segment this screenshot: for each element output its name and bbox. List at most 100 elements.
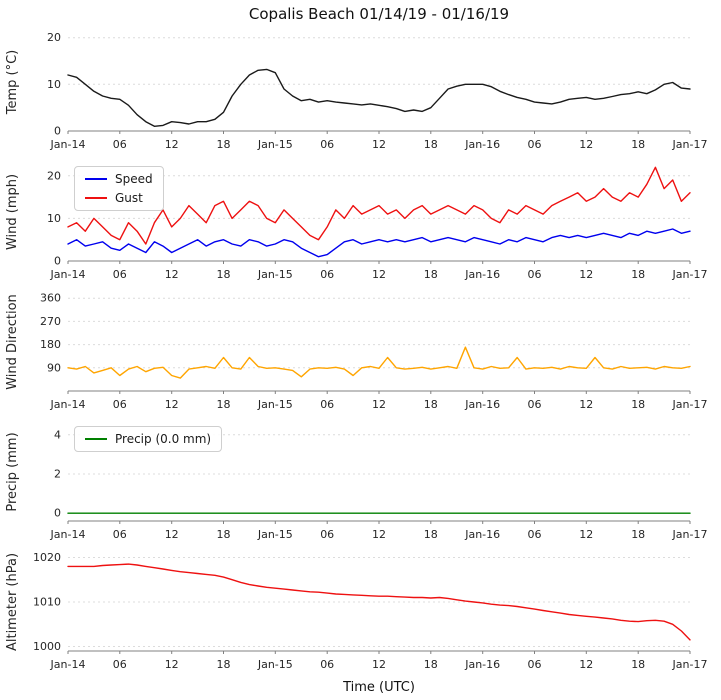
y-tick-label: 180 [40,338,61,351]
x-tick-label: 12 [579,268,593,281]
x-tick-label: 18 [424,398,438,411]
y-axis-label: Precip (mm) [5,432,20,511]
wind-direction-plot: 90 180 270 360 Jan-14 06 12 18 Jan-15 06 12 18 Jan-1… [5,292,708,411]
temp-line [67,68,691,128]
legend-label-precip: Precip (0.0 mm) [115,432,212,446]
x-tick-label: Jan-17 [672,528,708,541]
wind-plot: 0 10 20 Jan-14 06 12 18 Jan-15 06 12 18 Jan-16 06 12 1… [5,166,707,281]
x-tick-label: Jan-15 [257,398,293,411]
x-tick-label: 06 [113,528,127,541]
legend-item-speed: Speed [85,172,153,186]
y-tick-label: 20 [47,169,61,182]
altimeter-plot: 1000 1010 1020 Jan-14 06 12 18 Jan-15 06 12 18 Jan-… [5,551,708,671]
speed-line [67,228,691,258]
x-tick-label: 12 [165,528,179,541]
x-tick-label: 12 [579,138,593,151]
legend-item-gust: Gust [85,191,153,205]
chart-row-altimeter: 1000 1010 1020 Jan-14 06 12 18 Jan-15 06 12 18 Jan-… [0,548,721,678]
chart-row-wind: 0 10 20 Jan-14 06 12 18 Jan-15 06 12 18 Jan-16 06 12 1… [0,158,721,288]
x-tick-label: 18 [217,658,231,671]
x-tick-label: Jan-16 [464,398,500,411]
x-tick-label: 12 [372,398,386,411]
y-tick-label: 0 [54,125,61,138]
y-tick-label: 90 [47,361,61,374]
y-axis-label: Altimeter (hPa) [5,553,20,651]
x-axis-title: Time (UTC) [343,680,415,695]
y-axis-label: Temp (°C) [5,50,20,116]
x-tick-label: 18 [217,138,231,151]
y-axis-label: Wind Direction [5,294,20,390]
x-tick-label: 18 [631,398,645,411]
y-tick-label: 10 [47,212,61,225]
y-tick-label: 270 [40,315,61,328]
x-tick-label: Jan-16 [464,528,500,541]
y-tick-label: 0 [54,255,61,268]
x-tick-label: Jan-15 [257,528,293,541]
x-tick-label: Jan-16 [464,658,500,671]
x-tick-label: Jan-17 [672,398,708,411]
x-tick-label: 12 [372,658,386,671]
x-tick-label: 18 [631,268,645,281]
x-tick-label: Jan-14 [50,398,86,411]
x-tick-label: 18 [631,658,645,671]
x-tick-label: 12 [165,268,179,281]
x-tick-label: 12 [165,138,179,151]
x-tick-label: 12 [579,528,593,541]
x-tick-label: 18 [631,138,645,151]
x-tick-label: 12 [372,138,386,151]
precip-legend: Precip (0.0 mm) [74,426,223,452]
x-tick-label: Jan-14 [50,658,86,671]
x-tick-label: Jan-15 [257,268,293,281]
x-tick-label: 12 [372,268,386,281]
x-tick-label: 18 [217,268,231,281]
x-tick-label: 06 [528,658,542,671]
x-tick-label: Jan-14 [50,268,86,281]
x-tick-label: 06 [320,528,334,541]
y-tick-label: 2 [54,468,61,481]
x-tick-label: Jan-15 [257,138,293,151]
y-tick-label: 4 [54,428,61,441]
x-tick-label: 06 [320,398,334,411]
x-tick-label: 12 [579,398,593,411]
y-tick-label: 1000 [33,640,61,653]
chart-row-temperature: 0 10 20 Jan-14 06 12 18 Jan-15 06 12 18 Jan-16 06 12 1… [0,28,721,158]
y-tick-label: 1020 [33,551,61,564]
x-tick-label: 12 [372,528,386,541]
x-tick-label: Jan-14 [50,138,86,151]
x-tick-label: 12 [579,658,593,671]
y-axis-label: Wind (mph) [5,174,20,250]
x-tick-label: Jan-16 [464,268,500,281]
x-tick-label: 18 [424,658,438,671]
x-tick-label: 18 [217,528,231,541]
x-tick-label: Jan-16 [464,138,500,151]
x-tick-label: 18 [631,528,645,541]
x-tick-label: Jan-17 [672,658,708,671]
x-tick-label: 06 [320,658,334,671]
wind-legend: Speed Gust [74,166,164,211]
speed-line-swatch [85,178,107,180]
x-tick-label: 06 [320,138,334,151]
x-tick-label: 06 [320,268,334,281]
chart-title: Copalis Beach 01/14/19 - 01/16/19 [248,5,510,23]
legend-item-precip: Precip (0.0 mm) [85,432,211,446]
gust-line-swatch [85,197,107,199]
x-tick-label: 06 [113,658,127,671]
x-tick-label: 06 [113,268,127,281]
x-tick-label: 06 [528,528,542,541]
y-tick-label: 1010 [33,596,61,609]
chart-row-wind-direction: 90 180 270 360 Jan-14 06 12 18 Jan-15 06 12 18 Jan-1… [0,288,721,418]
x-tick-label: Jan-17 [672,138,708,151]
x-tick-label: 12 [165,658,179,671]
precip-line-swatch [85,438,107,440]
direction-line [67,346,691,379]
gust-line [67,166,691,245]
x-tick-label: 06 [528,398,542,411]
legend-label-gust: Gust [115,191,143,205]
chart-row-precip: 0 2 4 Jan-14 06 12 18 Jan-15 06 12 18 Jan-16 06 12 18 J… [0,418,721,548]
altimeter-line [67,563,691,641]
x-tick-label: 06 [528,138,542,151]
temperature-plot: 0 10 20 Jan-14 06 12 18 Jan-15 06 12 18 Jan-16 06 12 1… [5,31,708,151]
x-tick-label: 06 [113,398,127,411]
precip-plot: 0 2 4 Jan-14 06 12 18 Jan-15 06 12 18 Jan-16 06 12 18 J… [5,428,708,541]
